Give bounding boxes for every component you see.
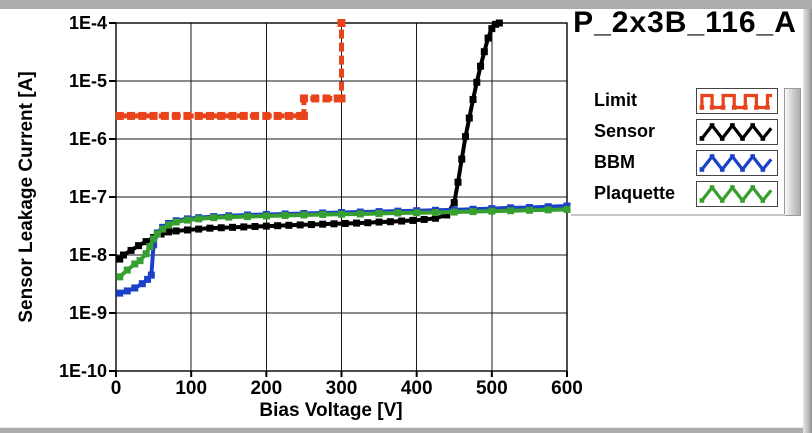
- sensor-wave-icon: [696, 118, 778, 145]
- y-tick-label-1E-6: 1E-6: [69, 129, 107, 149]
- legend-label-bbm: BBM: [594, 152, 635, 172]
- legend-label-plaquette: Plaquette: [594, 183, 676, 203]
- x-tick-label-500: 500: [476, 378, 508, 399]
- y-tick-label-1E-4: 1E-4: [69, 13, 107, 33]
- legend-scrollbar[interactable]: [784, 88, 801, 216]
- y-tick-label-1E-9: 1E-9: [69, 303, 107, 323]
- window-frame-top: [0, 0, 812, 9]
- series-limit-markers: [115, 19, 346, 120]
- legend-item-bbm[interactable]: BBM: [594, 149, 786, 176]
- plot-legend: Limit Sensor BBM Plaquette: [594, 87, 786, 211]
- x-tick-label-100: 100: [175, 378, 207, 399]
- plot-title: P_2x3B_116_A: [573, 6, 797, 39]
- y-tick-label-1E-7: 1E-7: [69, 187, 107, 207]
- y-axis-title: Sensor Leakage Current [A]: [16, 71, 37, 322]
- legend-item-sensor[interactable]: Sensor: [594, 118, 786, 145]
- window-frame-bottom: [0, 427, 812, 433]
- legend-item-plaquette[interactable]: Plaquette: [594, 180, 786, 207]
- y-tick-label-1E-10: 1E-10: [59, 361, 107, 381]
- legend-label-limit: Limit: [594, 90, 637, 110]
- x-axis-title: Bias Voltage [V]: [259, 400, 403, 421]
- series-sensor-line: [118, 21, 501, 261]
- plaquette-wave-icon: [696, 180, 778, 207]
- series-plaquette-markers: [116, 205, 571, 281]
- legend-shadow-line: [571, 214, 785, 216]
- x-tick-label-600: 600: [551, 378, 583, 399]
- x-tick-label-400: 400: [401, 378, 433, 399]
- x-tick-label-200: 200: [250, 378, 282, 399]
- x-tick-label-300: 300: [326, 378, 358, 399]
- x-tick-label-0: 0: [111, 378, 122, 399]
- window-frame-right: [803, 9, 812, 433]
- limit-wave-icon: [696, 87, 778, 114]
- legend-item-limit[interactable]: Limit: [594, 87, 786, 114]
- legend-label-sensor: Sensor: [594, 121, 656, 141]
- bbm-wave-icon: [696, 149, 778, 176]
- y-tick-label-1E-8: 1E-8: [69, 245, 107, 265]
- y-tick-label-1E-5: 1E-5: [69, 71, 107, 91]
- series-sensor-markers: [116, 19, 503, 263]
